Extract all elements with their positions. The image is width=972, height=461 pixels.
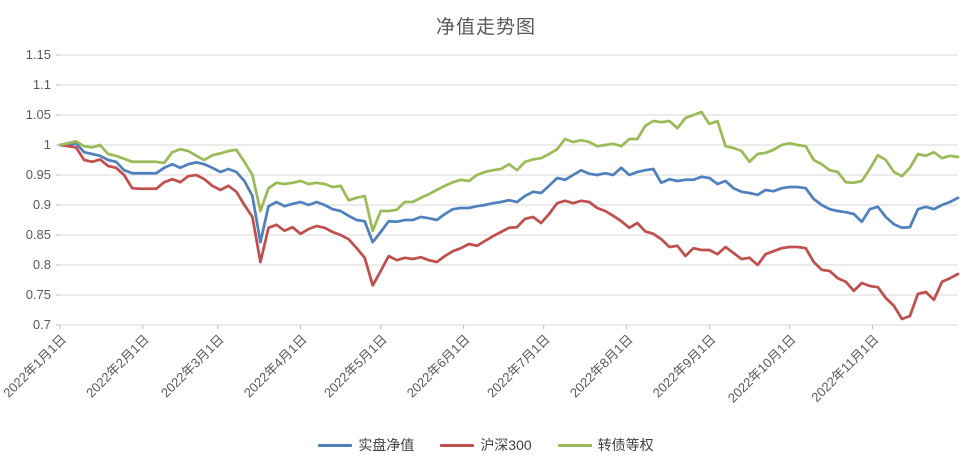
legend-label: 实盘净值 [358,437,415,453]
legend-line-swatch-green [557,443,592,447]
y-tick-label: 0.7 [33,317,51,332]
legend-label: 转债等权 [597,437,654,453]
x-tick-label: 2022年9月1日 [650,332,719,401]
x-tick-label: 2022年10月1日 [725,332,799,406]
legend-line-swatch-blue [318,443,353,447]
series-line-2 [58,110,960,233]
chart-legend: 实盘净值 沪深300 转债等权 [0,435,972,455]
y-tick-label: 0.85 [26,227,51,242]
x-tick-label: 2022年4月1日 [241,332,310,401]
series-line-1 [58,143,960,321]
y-tick-label: 1.15 [26,47,51,62]
y-tick-label: 0.75 [26,287,51,302]
legend-item-shipanjingzhi: 实盘净值 [318,435,414,455]
x-tick-label: 2022年5月1日 [321,332,390,401]
legend-line-swatch-red [440,443,475,447]
y-tick-label: 0.8 [33,257,51,272]
legend-item-zhuanzhaidengquan: 转债等权 [557,435,654,455]
y-tick-label: 0.9 [33,197,51,212]
legend-label: 沪深300 [480,437,532,453]
series-line-0 [58,141,960,244]
x-tick-label: 2022年2月1日 [83,332,152,401]
legend-item-hushen300: 沪深300 [440,435,532,455]
y-tick-label: 1 [44,137,51,152]
x-tick-label: 2022年8月1日 [567,332,636,401]
x-tick-label: 2022年11月1日 [808,332,881,405]
x-tick-label: 2022年7月1日 [484,332,553,401]
y-tick-label: 1.1 [33,77,51,92]
x-tick-label: 2022年3月1日 [158,332,227,401]
x-tick-label: 2022年1月1日 [0,332,69,401]
y-tick-label: 0.95 [26,167,51,182]
y-tick-label: 1.05 [26,107,51,122]
x-tick-label: 2022年6月1日 [404,332,473,401]
